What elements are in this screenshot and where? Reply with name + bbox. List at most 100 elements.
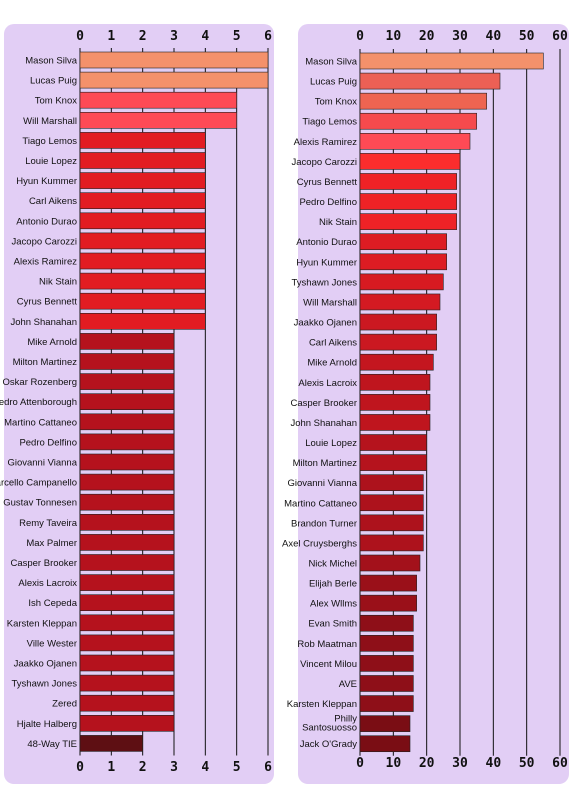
bar [79, 71, 269, 89]
bar [359, 715, 411, 732]
category-label: Milton Martinez [293, 458, 358, 469]
bar [359, 112, 477, 130]
top-tick-label: 20 [419, 29, 435, 44]
category-label: Max Palmer [26, 538, 77, 549]
category-label: Nik Stain [39, 277, 77, 288]
category-label: Hyun Kummer [296, 257, 357, 268]
bar [79, 554, 175, 571]
category-label: Evan Smith [308, 619, 357, 630]
top-tick-label: 40 [486, 29, 502, 44]
top-tick-label: 0 [356, 29, 364, 44]
bar [359, 193, 457, 210]
category-label: Alexis Lacroix [18, 578, 77, 589]
category-label: Remy Taveira [19, 518, 78, 529]
category-label: Marcello Campanello [0, 478, 77, 489]
category-label: Lucas Puig [30, 76, 77, 87]
bottom-tick-label: 40 [486, 756, 502, 771]
bar [359, 514, 424, 532]
bar [359, 72, 501, 90]
category-label: Casper Brooker [290, 398, 357, 409]
bar [359, 554, 421, 572]
bottom-tick-label: 30 [452, 756, 468, 771]
bottom-tick-label: 6 [264, 760, 272, 775]
category-label: Jaakko Ojanen [294, 318, 357, 329]
bottom-tick-label: 60 [552, 756, 568, 771]
category-label: Jaakko Ojanen [14, 659, 77, 670]
bar [359, 313, 437, 331]
bar [359, 434, 427, 451]
category-label: Karsten Kleppan [7, 618, 77, 629]
category-label: Tiago Lemos [22, 136, 77, 147]
bar [359, 574, 417, 592]
bottom-tick-label: 0 [356, 756, 364, 771]
bar [79, 614, 175, 632]
category-label: Pedro Attenborough [0, 397, 77, 408]
category-label: Giovanni Vianna [7, 458, 77, 469]
bar [359, 735, 411, 753]
category-label: Tyshawn Jones [292, 277, 358, 288]
category-label: Louie Lopez [305, 438, 357, 449]
category-label: Pedro Delfino [19, 437, 77, 448]
category-label: Mike Arnold [27, 337, 77, 348]
category-label: Lucas Puig [310, 77, 357, 88]
bar [359, 614, 414, 632]
bottom-tick-label: 3 [170, 760, 178, 775]
bar [79, 132, 206, 149]
category-label: Pedro Delfino [299, 197, 357, 208]
chart-left: 0 0 1 1 2 2 3 3 4 4 5 5 6 6 Mason Silva Lucas Puig Tom K… [0, 29, 272, 775]
top-tick-label: 50 [519, 29, 535, 44]
bar [79, 654, 175, 672]
category-label: Martino Cattaneo [4, 417, 77, 428]
bar [79, 91, 237, 109]
bar [359, 153, 461, 170]
bar [359, 173, 457, 190]
bar [79, 594, 175, 612]
bar [79, 192, 206, 209]
bar [79, 312, 206, 330]
category-label: Santosuosso [302, 723, 357, 734]
bar [79, 51, 269, 69]
category-label: 48-Way TIE [27, 739, 77, 750]
category-label: Cyrus Bennett [297, 177, 358, 188]
chart-right: 0 0 10 10 20 20 30 30 40 40 50 50 60 60 Mason Silva Luc… [282, 29, 568, 771]
category-label: John Shanahan [290, 418, 357, 429]
bar [359, 655, 414, 672]
bottom-tick-label: 1 [107, 760, 115, 775]
bar [79, 272, 206, 290]
bar [359, 233, 447, 251]
bar [359, 273, 444, 291]
bar [79, 152, 206, 169]
bar [79, 534, 175, 551]
category-label: John Shanahan [10, 317, 77, 328]
bar [359, 52, 544, 70]
category-label: Ish Cepeda [28, 598, 77, 609]
category-label: Giovanni Vianna [287, 478, 357, 489]
bar [359, 534, 424, 552]
top-tick-label: 60 [552, 29, 568, 44]
category-label: Carl Aikens [29, 196, 77, 207]
bar [359, 635, 414, 652]
category-label: Gustav Tonnesen [3, 498, 77, 509]
category-label: AVE [339, 679, 357, 690]
top-tick-label: 10 [386, 29, 402, 44]
category-label: Brandon Turner [291, 518, 357, 529]
bar [359, 414, 431, 431]
bar [79, 112, 237, 129]
category-label: Alex Wllms [310, 599, 357, 610]
category-label: Elijah Berle [309, 579, 357, 590]
category-label: Will Marshall [303, 297, 357, 308]
category-label: Tom Knox [35, 96, 77, 107]
category-label: Antonio Durao [16, 216, 77, 227]
category-label: Nik Stain [319, 217, 357, 228]
bar [79, 212, 206, 230]
category-label: Jacopo Carozzi [12, 236, 77, 247]
chart-panel-right [298, 24, 569, 784]
bar [79, 333, 175, 350]
bottom-tick-label: 10 [386, 756, 402, 771]
bar [359, 293, 441, 311]
category-label: Mason Silva [25, 56, 77, 67]
category-label: Rob Maatman [297, 639, 357, 650]
bottom-tick-label: 0 [76, 760, 84, 775]
top-tick-label: 0 [76, 29, 84, 44]
